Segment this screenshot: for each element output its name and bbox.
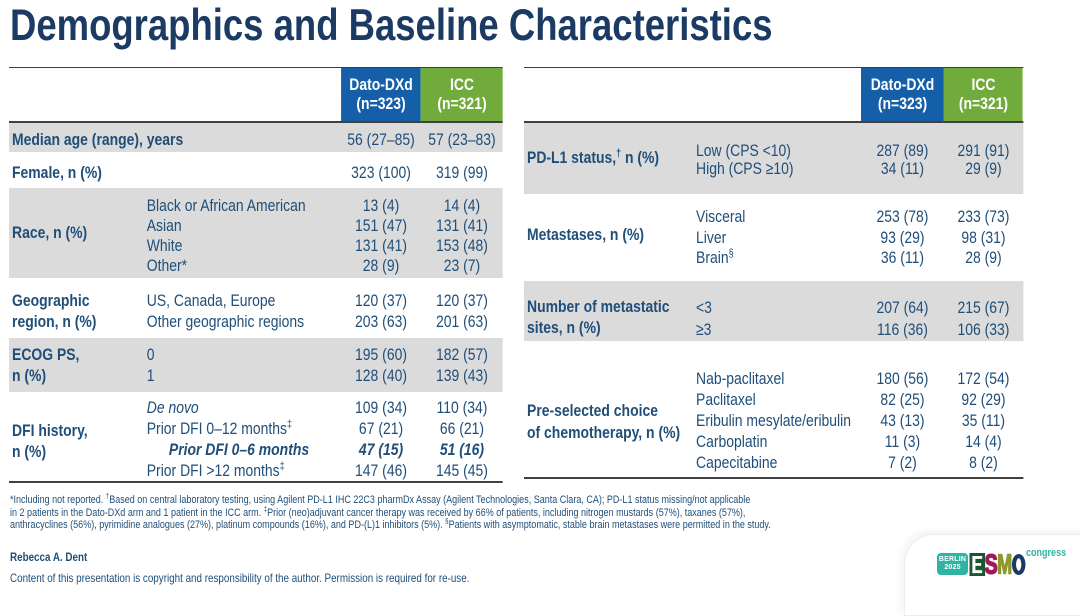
- svg-text:M: M: [997, 553, 1012, 576]
- svg-text:S: S: [984, 553, 997, 576]
